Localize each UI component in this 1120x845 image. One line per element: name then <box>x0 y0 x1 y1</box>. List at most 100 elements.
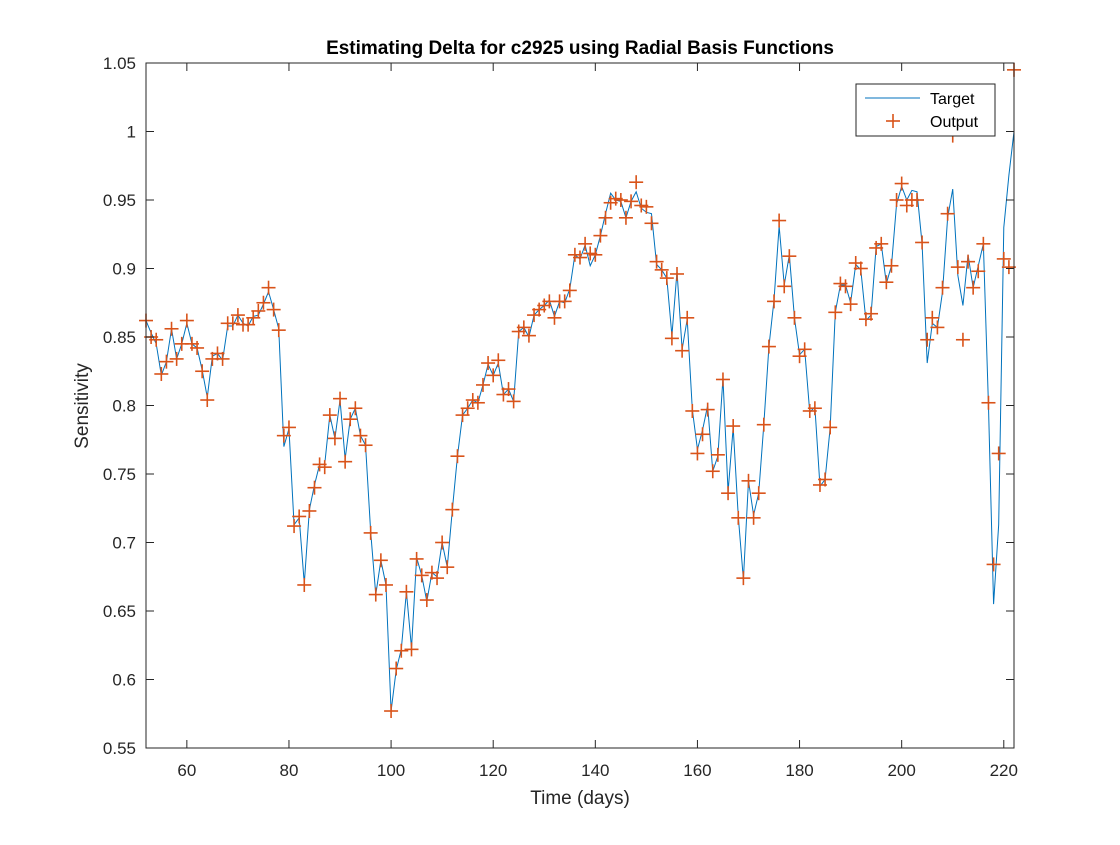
output-point <box>950 260 965 275</box>
output-point <box>675 343 690 358</box>
legend-output-marker <box>886 114 900 128</box>
output-point <box>971 264 986 279</box>
legend-box <box>855 83 996 137</box>
output-point <box>705 464 720 479</box>
output-point <box>230 308 245 323</box>
output-point <box>460 401 475 416</box>
output-point <box>624 194 639 209</box>
output-point <box>547 310 562 325</box>
output-point <box>195 364 210 379</box>
output-point <box>864 306 879 321</box>
output-point <box>394 643 409 658</box>
output-point <box>562 283 577 298</box>
y-tick-label: 1.05 <box>103 54 136 73</box>
x-tick-label: 100 <box>377 761 405 780</box>
ticks-layer: 60 80 100 120 140 160 180 200 220 0.55 0.6 0.65 0.7 0… <box>103 54 1018 780</box>
output-point <box>843 297 858 312</box>
output-point <box>409 551 424 566</box>
y-axis-label: Sensitivity <box>72 363 93 449</box>
output-point <box>333 391 348 406</box>
output-point <box>807 401 822 416</box>
output-point <box>909 193 924 207</box>
y-tick-label: 0.7 <box>112 534 136 553</box>
legend-target-label: Target <box>930 91 975 108</box>
output-point <box>302 503 317 518</box>
output-point <box>680 310 695 325</box>
output-point <box>644 216 659 231</box>
output-point <box>481 356 496 371</box>
output-point <box>879 275 894 290</box>
output-point <box>297 577 312 592</box>
output-point <box>557 294 572 309</box>
output-point <box>445 502 460 517</box>
y-tick-label: 0.55 <box>103 739 136 758</box>
output-point <box>200 393 215 408</box>
series-layer <box>139 62 1021 719</box>
output-point <box>475 377 490 392</box>
output-point <box>516 320 531 335</box>
output-point <box>731 510 746 525</box>
y-tick-label: 0.95 <box>103 191 136 210</box>
output-point <box>930 320 945 335</box>
output-point <box>741 473 756 488</box>
output-point <box>261 280 276 295</box>
output-point <box>981 395 996 410</box>
y-tick-label: 1 <box>127 123 136 142</box>
output-point <box>521 328 536 343</box>
output-point <box>251 303 266 318</box>
output-point <box>266 302 281 317</box>
output-point <box>149 332 164 347</box>
output-point <box>955 332 970 347</box>
output-point <box>721 486 736 501</box>
output-point <box>271 323 286 338</box>
output-point <box>654 262 669 277</box>
x-tick-label: 140 <box>581 761 609 780</box>
output-point <box>797 342 812 357</box>
output-point <box>435 535 450 550</box>
y-tick-label: 0.6 <box>112 671 136 690</box>
output-point <box>470 395 485 410</box>
output-point <box>389 661 404 676</box>
output-point <box>986 557 1001 572</box>
output-point <box>598 210 613 225</box>
output-point <box>925 310 940 325</box>
output-point <box>613 193 628 207</box>
output-point <box>767 294 782 309</box>
output-point <box>996 251 1011 266</box>
output-point <box>287 519 302 534</box>
output-point <box>920 332 935 347</box>
output-point <box>276 428 291 443</box>
x-tick-label: 60 <box>177 761 196 780</box>
output-point <box>573 250 587 265</box>
y-tick-label: 0.8 <box>112 397 136 416</box>
output-point <box>828 305 843 320</box>
output-point <box>384 704 399 719</box>
output-point <box>593 228 608 243</box>
output-point <box>353 428 368 443</box>
output-point <box>368 587 383 602</box>
output-point <box>225 316 240 331</box>
x-tick-label: 80 <box>280 761 299 780</box>
x-tick-label: 220 <box>990 761 1018 780</box>
output-point <box>639 199 654 214</box>
output-point <box>700 402 715 417</box>
output-point <box>159 354 174 369</box>
output-point <box>772 213 787 228</box>
output-point <box>629 175 644 190</box>
output-point <box>823 420 838 435</box>
legend: Target Output <box>855 83 996 137</box>
output-point <box>404 642 419 657</box>
output-point <box>190 340 205 355</box>
output-point <box>338 454 353 469</box>
output-point <box>961 254 976 269</box>
x-tick-label: 120 <box>479 761 507 780</box>
output-point <box>399 584 414 599</box>
output-point <box>317 460 332 475</box>
output-point <box>874 236 889 251</box>
output-point <box>506 394 521 409</box>
output-point <box>966 280 981 295</box>
output-point <box>690 446 705 461</box>
output-point <box>588 247 603 262</box>
chart-title: Estimating Delta for c2925 using Radial … <box>326 38 834 59</box>
output-point <box>307 480 322 495</box>
